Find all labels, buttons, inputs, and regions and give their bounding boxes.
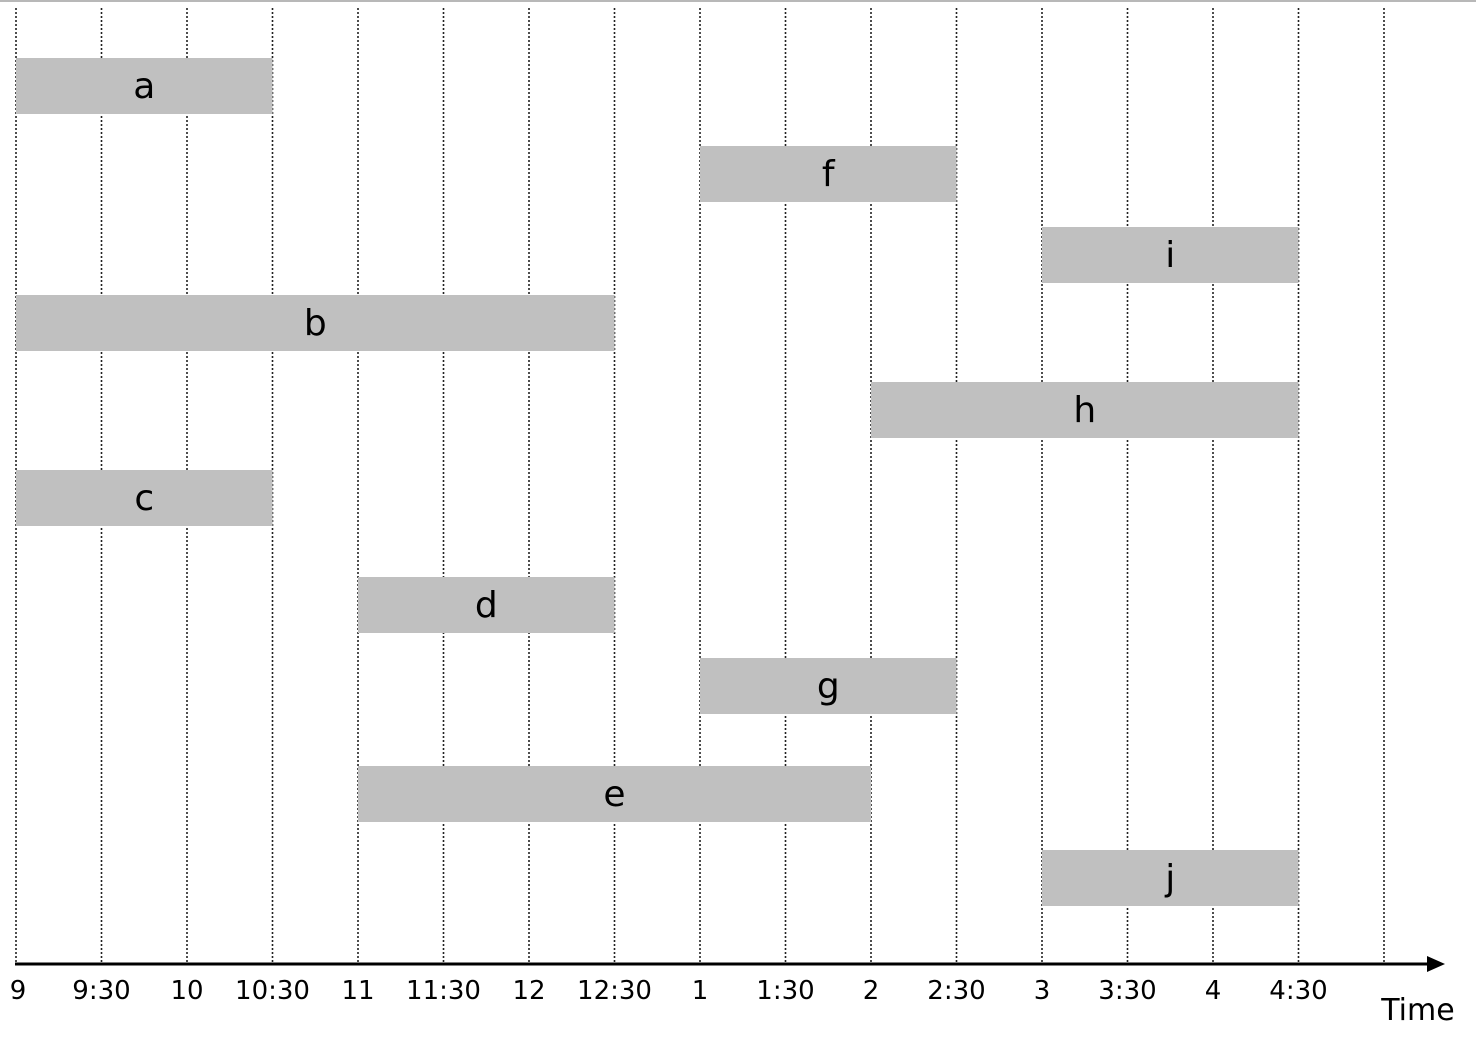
x-tick-label: 9:30	[72, 976, 130, 1006]
time-axis: Time	[15, 956, 1455, 1028]
interval-bar-h	[871, 382, 1299, 438]
interval-bar-b	[16, 295, 615, 351]
interval-bar-a	[16, 58, 273, 114]
interval-bar-i	[1042, 227, 1299, 283]
interval-bar-f	[700, 146, 957, 202]
x-tick-label: 12:30	[577, 976, 652, 1006]
x-tick-label: 3	[1034, 976, 1051, 1006]
x-tick-label: 12	[512, 976, 545, 1006]
x-tick-label: 9	[10, 976, 27, 1006]
interval-label-h: h	[1073, 390, 1096, 431]
x-tick-label: 10	[170, 976, 203, 1006]
interval-label-j: j	[1164, 858, 1175, 899]
x-axis-title: Time	[1380, 993, 1454, 1028]
interval-label-g: g	[817, 666, 840, 707]
x-tick-label: 1:30	[756, 976, 814, 1006]
tick-labels: 9 9:30 10 10:30 11 11:30 12 12:30 1 1:30 2 2:30 3 3:3…	[10, 976, 1328, 1006]
interval-bar-j	[1042, 850, 1299, 906]
interval-label-d: d	[475, 585, 498, 626]
x-tick-label: 4	[1205, 976, 1222, 1006]
interval-label-f: f	[822, 154, 836, 195]
axis-arrow-icon	[1427, 956, 1445, 972]
x-tick-label: 2:30	[927, 976, 985, 1006]
interval-label-e: e	[603, 774, 625, 815]
interval-bar-c	[16, 470, 273, 526]
interval-bar-d	[358, 577, 615, 633]
x-tick-label: 4:30	[1269, 976, 1327, 1006]
interval-label-b: b	[304, 303, 327, 344]
x-tick-label: 11	[341, 976, 374, 1006]
interval-label-i: i	[1165, 235, 1175, 276]
interval-label-a: a	[133, 66, 155, 107]
x-tick-label: 2	[863, 976, 880, 1006]
interval-bars: a f i b h c d g e j	[16, 58, 1299, 906]
interval-bar-g	[700, 658, 957, 714]
x-tick-label: 3:30	[1098, 976, 1156, 1006]
interval-bar-e	[358, 766, 871, 822]
x-tick-label: 11:30	[406, 976, 481, 1006]
interval-label-c: c	[134, 478, 154, 519]
x-tick-label: 1	[692, 976, 709, 1006]
x-tick-label: 10:30	[235, 976, 310, 1006]
